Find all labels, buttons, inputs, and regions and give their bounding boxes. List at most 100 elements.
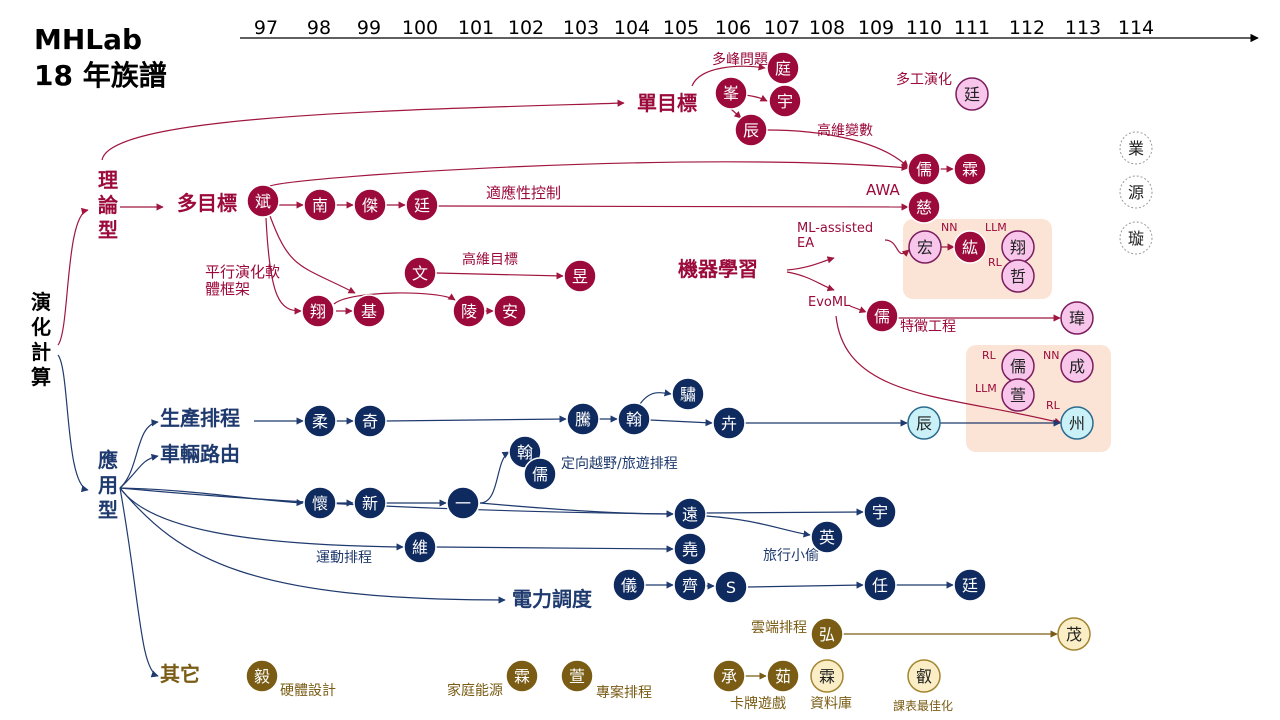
node	[673, 532, 707, 566]
node-label: 毅	[254, 667, 270, 686]
node	[1060, 349, 1094, 383]
edge	[265, 217, 302, 315]
node	[714, 76, 748, 110]
edge	[786, 256, 835, 271]
node-label: 任	[872, 576, 888, 595]
node-label: S	[726, 578, 736, 597]
node	[712, 406, 746, 440]
node	[452, 294, 486, 328]
node-label: 斌	[255, 192, 271, 211]
node	[1119, 131, 1153, 165]
node	[403, 530, 437, 564]
node-label: 茹	[775, 667, 791, 686]
node-label: 陵	[461, 302, 477, 321]
edge	[479, 451, 510, 504]
node-label: 安	[502, 302, 518, 321]
node-label: 萱	[569, 667, 585, 686]
node-label: 懷	[312, 494, 328, 513]
node	[1001, 259, 1035, 293]
node	[907, 190, 941, 224]
year-label: 107	[764, 17, 800, 39]
node-label: 翔	[310, 302, 326, 321]
annotation: 多峰問題	[712, 52, 768, 68]
year-label: 105	[663, 17, 699, 39]
node	[446, 486, 480, 520]
annotation: 高維變數	[817, 123, 873, 139]
edge	[435, 545, 674, 553]
node	[353, 404, 387, 438]
node	[766, 659, 800, 693]
node-label: 萱	[1010, 386, 1026, 405]
annotation: 多工演化	[896, 72, 952, 88]
node-label: 弘	[819, 625, 835, 644]
edge	[269, 161, 909, 187]
node-label: 辰	[743, 121, 759, 140]
annotation: 卡牌遊戲	[730, 696, 786, 712]
edge	[691, 63, 766, 87]
node-label: 承	[721, 667, 737, 686]
annotation: 專案排程	[596, 685, 652, 701]
node	[566, 402, 600, 436]
edge	[119, 487, 506, 604]
node-label: 辰	[916, 414, 932, 433]
node-label: 儒	[1010, 357, 1026, 376]
node-label: 一	[455, 494, 471, 513]
edge	[57, 207, 89, 346]
year-label: 102	[508, 17, 544, 39]
node	[505, 659, 539, 693]
node	[303, 404, 337, 438]
node-label: 基	[361, 302, 377, 321]
annotation: 家庭能源	[447, 683, 503, 699]
node-label: 源	[1128, 183, 1144, 202]
node	[560, 659, 594, 693]
node	[352, 294, 386, 328]
node	[303, 188, 337, 222]
node	[1119, 221, 1153, 255]
node	[246, 184, 280, 218]
node-label: 儒	[916, 160, 932, 179]
year-label: 114	[1118, 17, 1154, 39]
node-label: 柔	[312, 412, 328, 431]
edge	[730, 108, 742, 119]
node	[1060, 406, 1094, 440]
branch-label: 單目標	[637, 91, 697, 115]
branch-label: 演化計算	[31, 290, 51, 389]
annotation: RL	[1046, 399, 1060, 412]
annotation: LLM	[985, 221, 1007, 234]
node	[865, 299, 899, 333]
node-label: 茂	[1066, 625, 1082, 644]
node	[673, 497, 707, 531]
annotation: RL	[988, 256, 1002, 269]
year-label: 109	[858, 17, 894, 39]
node-label: 廷	[962, 576, 978, 595]
year-label: 99	[357, 17, 381, 39]
node-label: 遠	[682, 505, 698, 524]
edge	[119, 487, 404, 551]
annotation: EvoML	[808, 295, 851, 310]
node	[671, 377, 705, 411]
node-label: 宏	[917, 238, 933, 257]
node	[405, 188, 439, 222]
annotation: 適應性控制	[486, 184, 562, 202]
node-label: 卉	[721, 414, 737, 433]
edge	[269, 215, 356, 294]
branch-label: 機器學習	[678, 257, 758, 281]
node	[303, 486, 337, 520]
node	[301, 294, 335, 328]
node-label: 宇	[872, 503, 888, 522]
edge	[639, 389, 672, 405]
node-label: 儒	[532, 465, 548, 484]
annotation: NN	[941, 221, 958, 234]
node-label: 驌	[680, 385, 696, 404]
title: MHLab	[34, 23, 143, 56]
node	[403, 256, 437, 290]
node	[953, 568, 987, 602]
annotation: 課表最佳化	[893, 699, 954, 713]
edge	[786, 271, 835, 292]
node	[766, 51, 800, 85]
edge	[747, 581, 864, 589]
year-label: 113	[1065, 17, 1101, 39]
edge	[884, 239, 910, 257]
edge	[385, 415, 567, 423]
